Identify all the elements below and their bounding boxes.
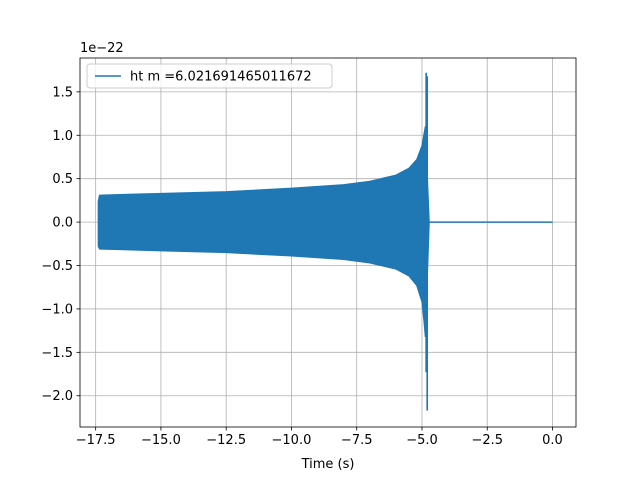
legend: ht m =6.021691465011672	[86, 63, 333, 89]
waveform-ringdown	[424, 126, 430, 337]
y-tick-label: 0.0	[52, 216, 73, 231]
y-offset-text: 1e−22	[80, 41, 124, 56]
axis-ticks: −17.5 −15.0 −12.5 −10.0 −7.5 −5.0 −2.5 0.0 1.5 1.…	[41, 85, 562, 448]
legend-box	[86, 63, 333, 89]
y-tick-label: 1.0	[52, 129, 73, 144]
y-tick-label: 1.5	[52, 85, 73, 100]
x-tick-label: −10.0	[272, 433, 312, 448]
x-tick-label: −17.5	[76, 433, 116, 448]
x-tick-label: −12.5	[206, 433, 246, 448]
x-tick-label: 0.0	[542, 433, 563, 448]
x-axis-label: Time (s)	[301, 457, 355, 472]
y-tick-label: 0.5	[52, 172, 73, 187]
x-tick-label: −2.5	[471, 433, 503, 448]
y-tick-label: −1.0	[41, 302, 73, 317]
plot-area	[97, 72, 553, 411]
waveform-inspiral-band	[97, 125, 426, 338]
x-tick-label: −15.0	[141, 433, 181, 448]
x-tick-label: −7.5	[341, 433, 373, 448]
y-tick-label: −1.5	[41, 346, 73, 361]
x-tick-label: −5.0	[406, 433, 438, 448]
y-tick-label: −2.0	[41, 389, 73, 404]
y-tick-label: −0.5	[41, 259, 73, 274]
axes-frame	[79, 57, 577, 428]
legend-label: ht m =6.021691465011672	[130, 70, 312, 85]
